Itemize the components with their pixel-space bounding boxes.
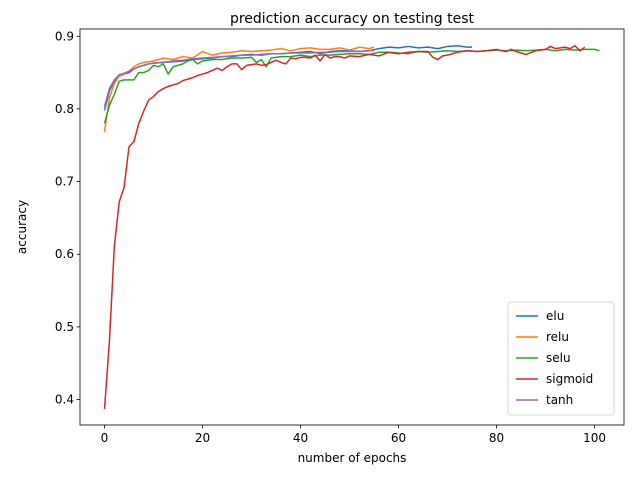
y-tick-label: 0.6	[55, 247, 74, 261]
y-axis-ticks: 0.4 0.5 0.6 0.7 0.8 0.9	[55, 29, 80, 407]
x-tick-label: 20	[195, 431, 210, 445]
x-tick-label: 60	[391, 431, 406, 445]
x-tick-label: 40	[293, 431, 308, 445]
y-tick-label: 0.4	[55, 393, 74, 407]
legend: elu relu selu sigmoid tanh	[507, 301, 615, 416]
series-line-sigmoid	[103, 44, 586, 410]
y-axis-label: accuracy	[15, 200, 29, 254]
x-tick-label: 0	[101, 431, 109, 445]
legend-label-selu: selu	[546, 351, 571, 365]
y-tick-label: 0.9	[55, 29, 74, 43]
legend-label-tanh: tanh	[546, 393, 573, 407]
legend-box	[507, 301, 615, 416]
y-tick-label: 0.8	[55, 102, 74, 116]
series-line-tanh	[103, 50, 375, 107]
x-tick-label: 100	[583, 431, 606, 445]
x-axis-ticks: 0 20 40 60 80 100	[101, 425, 606, 445]
legend-label-elu: elu	[546, 309, 564, 323]
legend-label-relu: relu	[546, 330, 569, 344]
plot-frame	[79, 28, 625, 426]
series-layer	[103, 44, 600, 410]
y-tick-label: 0.7	[55, 175, 74, 189]
x-tick-label: 80	[489, 431, 504, 445]
x-axis-label: number of epochs	[298, 451, 407, 465]
legend-label-sigmoid: sigmoid	[546, 372, 593, 386]
chart-title: prediction accuracy on testing test	[230, 11, 475, 27]
y-tick-label: 0.5	[55, 320, 74, 334]
